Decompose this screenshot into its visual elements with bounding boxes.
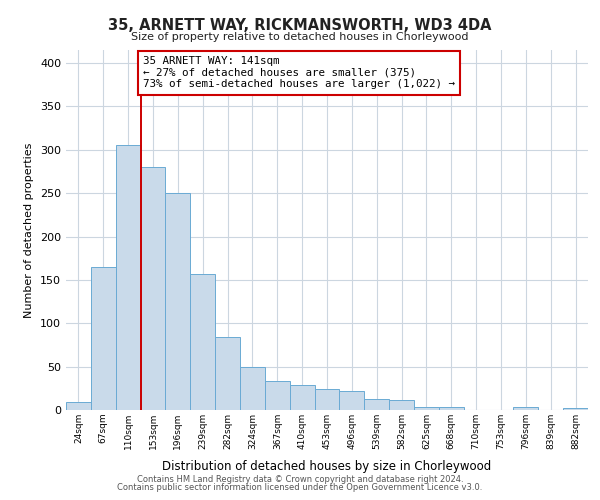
Bar — [514, 406, 538, 410]
Text: 35 ARNETT WAY: 141sqm
← 27% of detached houses are smaller (375)
73% of semi-det: 35 ARNETT WAY: 141sqm ← 27% of detached … — [143, 56, 455, 90]
Bar — [265, 382, 290, 410]
Text: Contains HM Land Registry data © Crown copyright and database right 2024.: Contains HM Land Registry data © Crown c… — [137, 475, 463, 484]
Text: 35, ARNETT WAY, RICKMANSWORTH, WD3 4DA: 35, ARNETT WAY, RICKMANSWORTH, WD3 4DA — [108, 18, 492, 32]
Bar — [290, 385, 314, 410]
Bar — [389, 400, 414, 410]
Bar — [166, 193, 190, 410]
Bar — [439, 406, 464, 410]
Y-axis label: Number of detached properties: Number of detached properties — [25, 142, 34, 318]
Bar — [116, 146, 140, 410]
Bar — [240, 366, 265, 410]
Bar — [364, 398, 389, 410]
Bar — [340, 391, 364, 410]
Bar — [66, 402, 91, 410]
Bar — [314, 389, 340, 410]
Bar — [140, 167, 166, 410]
Bar — [91, 267, 116, 410]
Bar — [563, 408, 588, 410]
Bar — [215, 337, 240, 410]
Text: Size of property relative to detached houses in Chorleywood: Size of property relative to detached ho… — [131, 32, 469, 42]
Bar — [414, 406, 439, 410]
X-axis label: Distribution of detached houses by size in Chorleywood: Distribution of detached houses by size … — [163, 460, 491, 473]
Text: Contains public sector information licensed under the Open Government Licence v3: Contains public sector information licen… — [118, 484, 482, 492]
Bar — [190, 274, 215, 410]
